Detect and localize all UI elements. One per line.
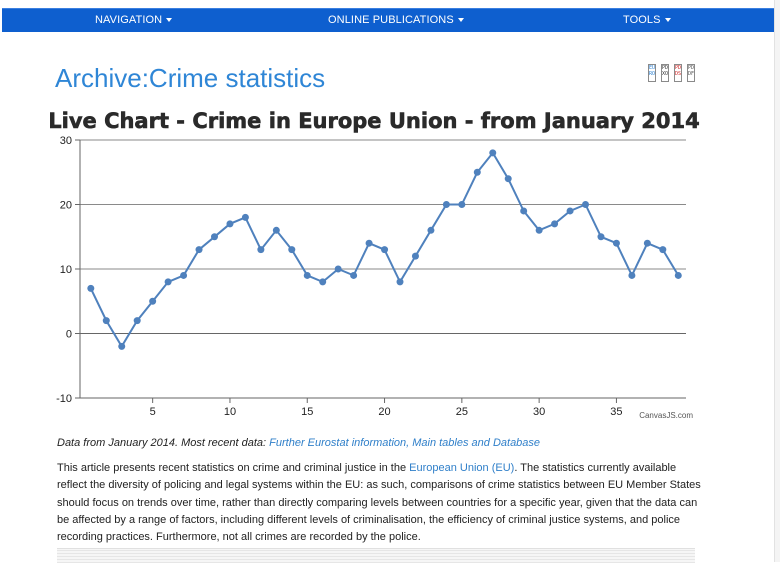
data-point[interactable] — [334, 265, 342, 273]
export-pdf-icon-text2: XO — [662, 71, 669, 77]
eurostat-info-link[interactable]: Further Eurostat information, Main table… — [269, 437, 541, 449]
x-tick-label: 20 — [378, 406, 390, 418]
data-point[interactable] — [674, 271, 682, 279]
x-tick-label: 25 — [456, 406, 468, 418]
export-pdf-red-icon-text2: DS — [675, 71, 682, 77]
page-title: Archive:Crime statistics — [55, 63, 326, 93]
data-point[interactable] — [427, 226, 435, 234]
export-pdf-grey-icon[interactable]: PD DF — [687, 64, 695, 82]
export-eu-icon[interactable]: EU RO — [648, 64, 656, 82]
x-tick-label: 5 — [150, 406, 156, 418]
nav-menu-navigation-label: NAVIGATION — [95, 14, 163, 26]
export-pdf-grey-icon-text2: DF — [688, 71, 695, 77]
data-point[interactable] — [149, 297, 157, 305]
page-scroll-edge — [774, 0, 780, 562]
data-point[interactable] — [210, 233, 218, 241]
x-tick-label: 35 — [610, 406, 622, 418]
data-point[interactable] — [303, 271, 311, 279]
article-intro: This article presents recent statistics … — [57, 460, 702, 546]
data-point[interactable] — [535, 226, 543, 234]
data-point[interactable] — [582, 201, 590, 208]
nav-menu-tools-label: TOOLS — [623, 14, 661, 26]
european-union-link[interactable]: European Union (EU) — [409, 462, 515, 474]
data-point[interactable] — [612, 239, 620, 247]
export-pdf-red-icon-text1: PD — [675, 65, 682, 71]
export-eu-icon-text2: RO — [649, 71, 656, 77]
data-point[interactable] — [411, 252, 419, 260]
data-point[interactable] — [195, 246, 203, 254]
nav-menu-tools[interactable]: TOOLS — [623, 14, 671, 26]
data-point[interactable] — [350, 271, 358, 279]
data-point[interactable] — [628, 271, 636, 279]
export-pdf-grey-icon-text1: PD — [688, 65, 695, 71]
article-text-part1: This article presents recent statistics … — [57, 462, 410, 474]
chart-caption: Data from January 2014. Most recent data… — [57, 437, 540, 449]
y-tick-label: 30 — [60, 135, 72, 147]
data-point[interactable] — [473, 168, 481, 176]
data-point[interactable] — [396, 278, 404, 286]
data-point[interactable] — [597, 233, 605, 241]
x-tick-label: 30 — [533, 406, 545, 418]
caption-text: Data from January 2014. Most recent data… — [57, 437, 270, 449]
data-point[interactable] — [118, 342, 126, 350]
data-point[interactable] — [458, 201, 466, 208]
data-point[interactable] — [164, 278, 172, 286]
data-point[interactable] — [643, 239, 651, 247]
data-point[interactable] — [288, 246, 296, 254]
y-tick-label: 20 — [60, 200, 72, 212]
data-point[interactable] — [442, 201, 450, 208]
caret-down-icon — [457, 18, 464, 23]
data-point[interactable] — [659, 246, 667, 254]
caret-down-icon — [166, 18, 173, 23]
export-eu-icon-text1: EU — [649, 65, 656, 71]
nav-menu-online-publications[interactable]: ONLINE PUBLICATIONS — [328, 14, 464, 26]
data-point[interactable] — [489, 149, 497, 157]
section-divider — [57, 548, 695, 563]
data-point[interactable] — [319, 278, 327, 286]
data-point[interactable] — [551, 220, 559, 228]
data-point[interactable] — [272, 226, 280, 234]
data-point[interactable] — [520, 207, 528, 215]
data-point[interactable] — [365, 239, 373, 247]
nav-menu-navigation[interactable]: NAVIGATION — [95, 14, 173, 26]
y-tick-label: -10 — [56, 393, 72, 405]
data-point[interactable] — [566, 207, 574, 215]
data-point[interactable] — [180, 271, 188, 279]
data-point[interactable] — [226, 220, 234, 228]
x-tick-label: 15 — [301, 406, 313, 418]
data-point[interactable] — [133, 317, 141, 325]
data-point[interactable] — [257, 246, 265, 254]
data-point[interactable] — [102, 317, 110, 325]
chart-credit[interactable]: CanvasJS.com — [639, 411, 693, 420]
top-navigation-bar: NAVIGATION ONLINE PUBLICATIONS TOOLS — [2, 8, 774, 32]
data-point[interactable] — [87, 284, 95, 292]
chart-svg: Live Chart - Crime in Europe Union - fro… — [50, 109, 700, 420]
data-point[interactable] — [381, 246, 389, 254]
caret-down-icon — [664, 18, 671, 23]
data-point[interactable] — [241, 213, 249, 221]
article-text-part2: . The statistics currently available ref… — [57, 462, 701, 544]
y-tick-label: 10 — [60, 264, 72, 276]
data-point[interactable] — [504, 175, 512, 183]
nav-menu-online-publications-label: ONLINE PUBLICATIONS — [328, 14, 454, 26]
chart-title: Live Chart - Crime in Europe Union - fro… — [50, 109, 700, 133]
export-pdf-red-icon[interactable]: PD DS — [674, 64, 682, 82]
crime-line-chart: Live Chart - Crime in Europe Union - fro… — [50, 100, 710, 430]
y-tick-label: 0 — [66, 329, 72, 341]
export-pdf-icon[interactable]: PD XO — [661, 64, 669, 82]
x-tick-label: 10 — [224, 406, 236, 418]
export-pdf-icon-text1: PD — [662, 65, 669, 71]
